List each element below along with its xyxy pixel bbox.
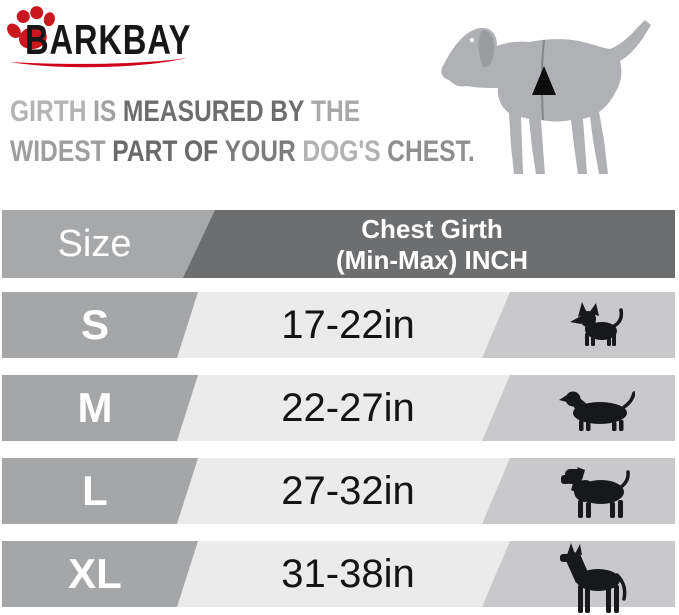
tagline-word: OF xyxy=(183,135,219,168)
row-xl-size-cell xyxy=(2,541,198,607)
tagline-line-1: GIRTH IS MEASURED BY THE xyxy=(10,92,481,132)
table-row-xl: XL 31-38in xyxy=(2,541,675,613)
tagline-word: BY xyxy=(270,95,305,128)
row-s-size-cell xyxy=(2,292,198,358)
table-row-s: S 17-22in xyxy=(2,292,675,358)
brand-name: BARKBAY xyxy=(25,16,192,63)
row-s-girth: 17-22in xyxy=(281,303,415,347)
header-size-label: Size xyxy=(57,223,132,265)
row-m-girth: 22-27in xyxy=(281,386,415,430)
header-girth-line1: Chest Girth xyxy=(361,214,503,244)
row-xl-size: XL xyxy=(68,550,122,597)
brand-logo: BARKBAY xyxy=(0,0,220,80)
tagline-word: PART xyxy=(112,135,178,168)
row-xl-girth: 31-38in xyxy=(281,552,415,596)
pointer-dog-silhouette xyxy=(441,20,651,174)
girth-measurement-diagram xyxy=(425,0,679,200)
tagline-word: CHEST. xyxy=(387,135,475,168)
tagline-word: IS xyxy=(93,95,117,128)
medium-dog-icon xyxy=(561,467,630,518)
row-l-size-cell xyxy=(2,458,198,524)
tagline: GIRTH IS MEASURED BY THE WIDEST PART OF YOUR DOG… xyxy=(10,92,481,172)
row-m-size: M xyxy=(77,384,113,431)
chihuahua-icon xyxy=(570,302,624,346)
tagline-line-2: WIDEST PART OF YOUR DOG'S CHEST. xyxy=(10,132,481,172)
header-girth-label: Chest Girth (Min-Max) INCH xyxy=(192,214,672,276)
tagline-word: WIDEST xyxy=(10,135,106,168)
tagline-word: THE xyxy=(310,95,361,128)
great-dane-icon xyxy=(560,543,627,613)
tagline-word: DOG'S xyxy=(302,135,381,168)
row-s-size: S xyxy=(80,301,109,348)
row-m-size-cell xyxy=(2,375,198,441)
tagline-word: GIRTH xyxy=(10,95,87,128)
tagline-word: MEASURED xyxy=(122,95,264,128)
dachshund-icon xyxy=(559,391,635,431)
row-l-girth: 27-32in xyxy=(281,469,415,513)
header-size-cell xyxy=(2,210,215,278)
tagline-word: YOUR xyxy=(224,135,296,168)
table-header: Size Chest Girth (Min-Max) INCH xyxy=(2,210,675,278)
header-girth-line2: (Min-Max) INCH xyxy=(335,245,529,275)
logo-swoosh xyxy=(10,58,187,68)
table-row-m: M 22-27in xyxy=(2,375,675,441)
row-l-size: L xyxy=(82,467,108,514)
paw-print-icon xyxy=(7,6,55,50)
table-row-l: L 27-32in xyxy=(2,458,675,524)
girth-arrow-icon xyxy=(532,66,556,95)
